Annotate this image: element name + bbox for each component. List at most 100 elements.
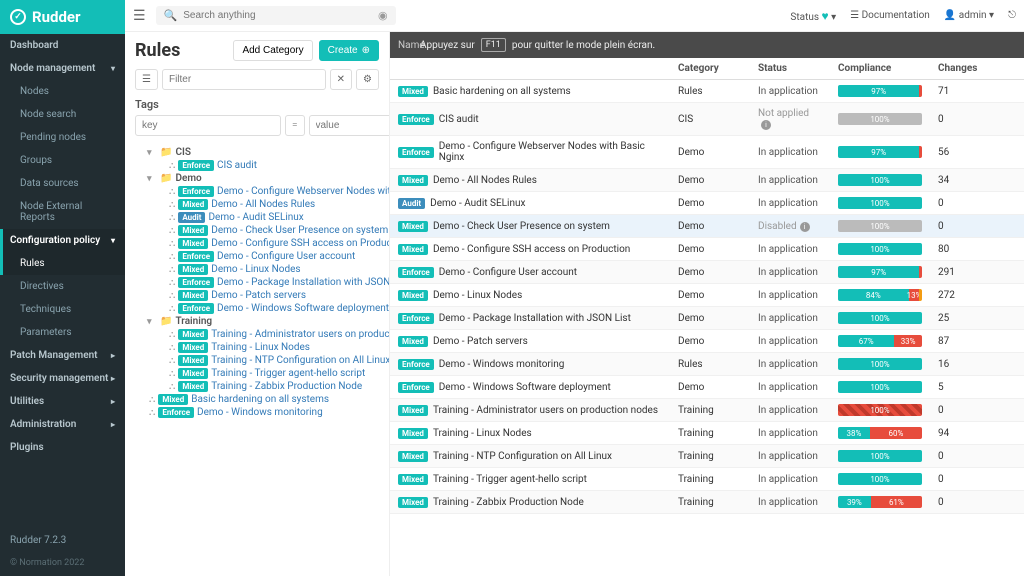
rule-link[interactable]: Demo - Configure SSH access on Productio… (211, 238, 390, 249)
sidebar-item[interactable]: Data sources (0, 172, 125, 195)
info-icon[interactable]: i (761, 120, 771, 130)
sidebar-item[interactable]: Techniques (0, 298, 125, 321)
sidebar-item[interactable]: Node management▾ (0, 57, 125, 80)
table-row[interactable]: MixedTraining - Administrator users on p… (390, 399, 1024, 422)
tree-folder[interactable]: ▾📁Demo (135, 172, 379, 185)
sidebar-item[interactable]: Administration▸ (0, 413, 125, 436)
table-row[interactable]: MixedTraining - Zabbix Production NodeTr… (390, 491, 1024, 514)
rule-link[interactable]: Training - Linux Nodes (211, 342, 310, 353)
rule-link[interactable]: Demo - Package Installation with JSON Li… (217, 277, 390, 288)
tree-rule[interactable]: ⛬Audit Demo - Audit SELinux (135, 211, 379, 224)
tree-rule[interactable]: ⛬Enforce CIS audit (135, 159, 379, 172)
table-row[interactable]: MixedDemo - Check User Presence on syste… (390, 215, 1024, 238)
tree-rule[interactable]: ⛬Mixed Training - Administrator users on… (135, 328, 379, 341)
tree-rule[interactable]: ⛬Enforce Demo - Configure User account (135, 250, 379, 263)
table-row[interactable]: EnforceDemo - Windows monitoringRulesIn … (390, 353, 1024, 376)
tree-rule[interactable]: ⛬Mixed Demo - All Nodes Rules (135, 198, 379, 211)
table-row[interactable]: MixedTraining - Trigger agent-hello scri… (390, 468, 1024, 491)
tree-rule[interactable]: ⛬Mixed Training - NTP Configuration on A… (135, 354, 379, 367)
hamburger-icon[interactable]: ☰ (133, 8, 146, 24)
tree-rule[interactable]: ⛬Enforce Demo - Configure Webserver Node… (135, 185, 379, 198)
tree-rule[interactable]: ⛬Mixed Demo - Check User Presence on sys… (135, 224, 379, 237)
rule-link[interactable]: Demo - Configure User account (217, 251, 355, 262)
info-icon[interactable]: i (800, 222, 810, 232)
search-input[interactable] (183, 10, 372, 21)
sidebar-item[interactable]: Rules (0, 252, 125, 275)
tree-rule[interactable]: ⛬Mixed Demo - Configure SSH access on Pr… (135, 237, 379, 250)
brand-logo[interactable]: ✓ Rudder (0, 0, 125, 34)
table-row[interactable]: AuditDemo - Audit SELinuxDemoIn applicat… (390, 192, 1024, 215)
rule-link[interactable]: Training - Zabbix Production Node (211, 381, 362, 392)
table-row[interactable]: EnforceCIS auditCISNot appliedi100%0 (390, 103, 1024, 136)
sidebar-item[interactable]: Node search (0, 103, 125, 126)
global-search[interactable]: 🔍 ◉ (156, 6, 396, 25)
rule-link[interactable]: CIS audit (217, 160, 257, 171)
table-row[interactable]: MixedTraining - Linux NodesTrainingIn ap… (390, 422, 1024, 445)
table-row[interactable]: EnforceDemo - Configure Webserver Nodes … (390, 136, 1024, 169)
tree-rule[interactable]: ⛬Mixed Training - Trigger agent-hello sc… (135, 367, 379, 380)
logout-icon[interactable]: ⎋ (1008, 10, 1016, 21)
documentation-link[interactable]: ☰ Documentation (850, 10, 930, 21)
tree-rule[interactable]: ⛬Enforce Demo - Windows monitoring (135, 406, 379, 419)
tree-folder[interactable]: ▾📁Training (135, 315, 379, 328)
filter-toggle-icon[interactable]: ☰ (135, 69, 158, 90)
rule-link[interactable]: Demo - Windows Software deployment (217, 303, 389, 314)
tree-rule[interactable]: ⛬Mixed Basic hardening on all systems (135, 393, 379, 406)
rule-link[interactable]: Demo - Linux Nodes (211, 264, 300, 275)
col-status[interactable]: Status (750, 58, 830, 79)
rule-link[interactable]: Demo - Check User Presence on system (211, 225, 388, 236)
sidebar-item[interactable]: Parameters (0, 321, 125, 344)
sidebar-item[interactable]: Plugins (0, 436, 125, 459)
tree-rule[interactable]: ⛬Enforce Demo - Windows Software deploym… (135, 302, 379, 315)
status-indicator[interactable]: Status ♥ ▾ (790, 9, 836, 23)
sidebar-item[interactable]: Security management▸ (0, 367, 125, 390)
table-row[interactable]: MixedDemo - Configure SSH access on Prod… (390, 238, 1024, 261)
col-compliance[interactable]: Compliance (830, 58, 930, 79)
col-changes[interactable]: Changes (930, 58, 985, 79)
sidebar-item[interactable]: Directives (0, 275, 125, 298)
col-name[interactable] (390, 58, 670, 79)
table-row[interactable]: MixedBasic hardening on all systemsRules… (390, 80, 1024, 103)
tag-value-input[interactable] (309, 115, 391, 136)
table-row[interactable]: MixedDemo - Linux NodesDemoIn applicatio… (390, 284, 1024, 307)
rule-link[interactable]: Demo - Configure Webserver Nodes with Ba… (217, 186, 390, 197)
sidebar-item[interactable]: Configuration policy▾ (0, 229, 125, 252)
sidebar-item[interactable]: Dashboard (0, 34, 125, 57)
tree-rule[interactable]: ⛬Mixed Demo - Patch servers (135, 289, 379, 302)
tag-key-input[interactable] (135, 115, 281, 136)
rule-link[interactable]: Demo - All Nodes Rules (211, 199, 315, 210)
tree-folder[interactable]: ▾📁CIS (135, 146, 379, 159)
table-row[interactable]: EnforceDemo - Configure User accountDemo… (390, 261, 1024, 284)
table-row[interactable]: EnforceDemo - Windows Software deploymen… (390, 376, 1024, 399)
filter-settings-icon[interactable]: ⚙ (356, 69, 379, 90)
tree-rule[interactable]: ⛬Mixed Training - Zabbix Production Node (135, 380, 379, 393)
tree-rule[interactable]: ⛬Enforce Demo - Package Installation wit… (135, 276, 379, 289)
rule-link[interactable]: Training - Trigger agent-hello script (211, 368, 365, 379)
rule-link[interactable]: Demo - Patch servers (211, 290, 306, 301)
rule-link[interactable]: Training - Administrator users on produc… (211, 329, 390, 340)
sidebar-item[interactable]: Utilities▸ (0, 390, 125, 413)
rule-link[interactable]: Training - NTP Configuration on All Linu… (211, 355, 390, 366)
col-category[interactable]: Category (670, 58, 750, 79)
table-row[interactable]: EnforceDemo - Package Installation with … (390, 307, 1024, 330)
filter-input[interactable] (162, 69, 326, 90)
clear-filter-button[interactable]: ✕ (330, 69, 352, 90)
tree-rule[interactable]: ⛬Mixed Demo - Linux Nodes (135, 263, 379, 276)
create-button[interactable]: Create ⊕ (319, 40, 379, 61)
table-row[interactable]: MixedDemo - Patch serversDemoIn applicat… (390, 330, 1024, 353)
user-menu[interactable]: 👤 admin ▾ (944, 10, 994, 21)
rule-link[interactable]: Basic hardening on all systems (191, 394, 329, 405)
tree-rule[interactable]: ⛬Mixed Training - Linux Nodes (135, 341, 379, 354)
table-row[interactable]: MixedDemo - All Nodes RulesDemoIn applic… (390, 169, 1024, 192)
mode-badge: Enforce (398, 114, 434, 125)
sidebar-item[interactable]: Groups (0, 149, 125, 172)
rule-link[interactable]: Demo - Windows monitoring (197, 407, 323, 418)
sidebar-item[interactable]: Pending nodes (0, 126, 125, 149)
sidebar-item[interactable]: Node External Reports (0, 195, 125, 229)
sidebar-item[interactable]: Nodes (0, 80, 125, 103)
sidebar-item[interactable]: Patch Management▸ (0, 344, 125, 367)
table-row[interactable]: MixedTraining - NTP Configuration on All… (390, 445, 1024, 468)
add-category-button[interactable]: Add Category (233, 40, 312, 61)
help-icon[interactable]: ◉ (378, 9, 388, 22)
rule-link[interactable]: Demo - Audit SELinux (208, 212, 303, 223)
